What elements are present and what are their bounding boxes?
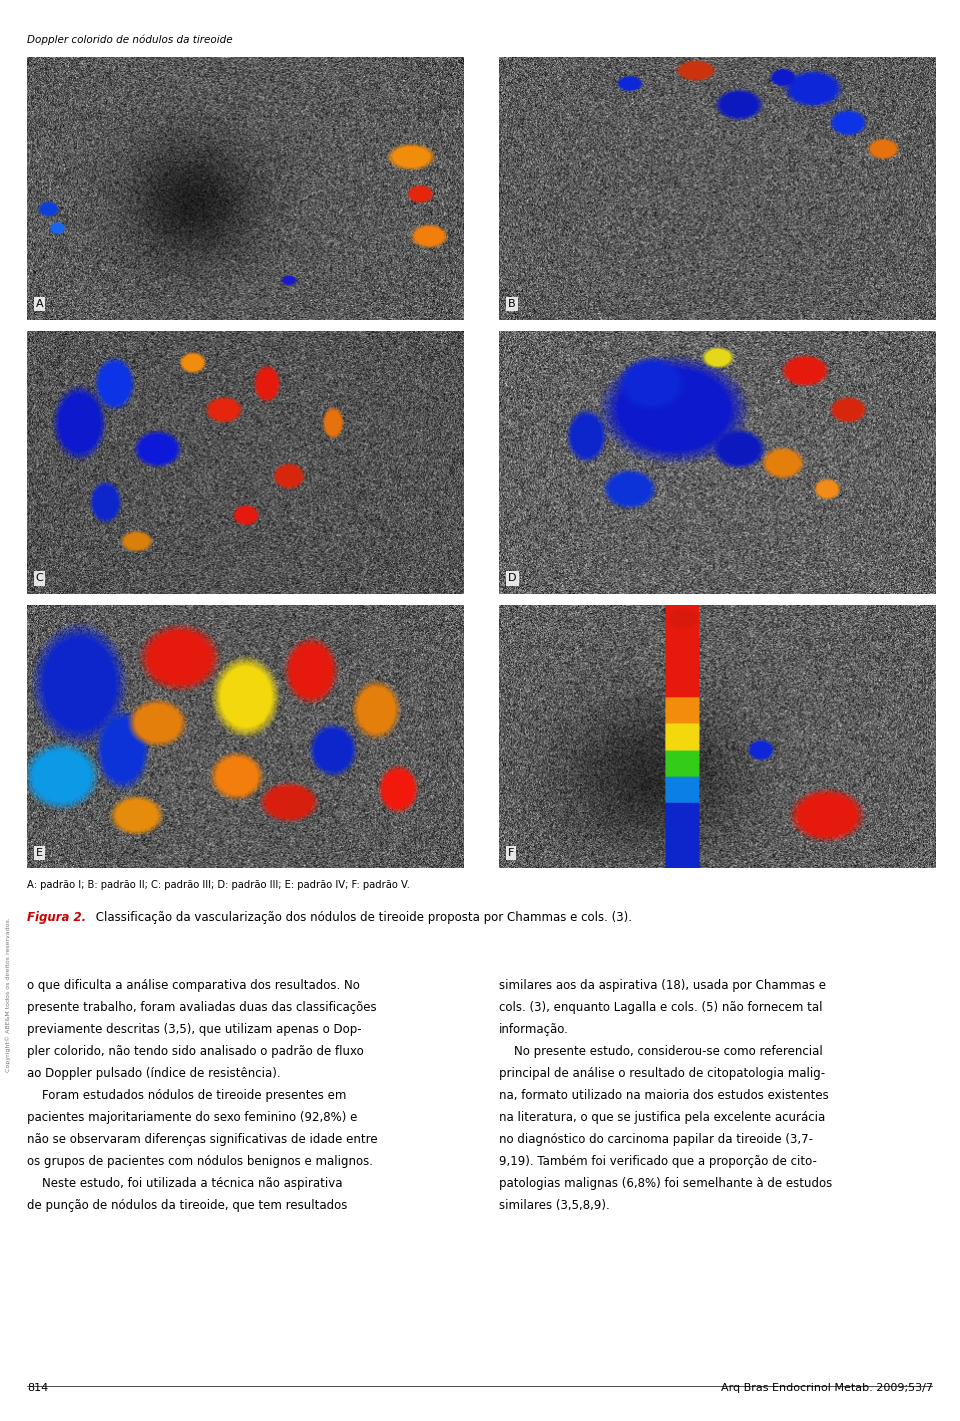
Text: No presente estudo, considerou-se como referencial: No presente estudo, considerou-se como r… <box>499 1046 823 1059</box>
Text: 814: 814 <box>27 1383 48 1393</box>
Text: A: A <box>36 300 43 310</box>
Text: 9,19). Também foi verificado que a proporção de cito-: 9,19). Também foi verificado que a propo… <box>499 1155 817 1168</box>
Text: Copyright© ABE&M todos os direitos reservados.: Copyright© ABE&M todos os direitos reser… <box>5 918 11 1071</box>
Text: de punção de nódulos da tireoide, que tem resultados: de punção de nódulos da tireoide, que te… <box>27 1199 348 1212</box>
Text: similares (3,5,8,9).: similares (3,5,8,9). <box>499 1199 610 1212</box>
Text: Figura 2.: Figura 2. <box>27 911 86 924</box>
Text: informação.: informação. <box>499 1023 569 1036</box>
Text: cols. (3), enquanto Lagalla e cols. (5) não fornecem tal: cols. (3), enquanto Lagalla e cols. (5) … <box>499 1000 823 1015</box>
Text: pacientes majoritariamente do sexo feminino (92,8%) e: pacientes majoritariamente do sexo femin… <box>27 1111 357 1124</box>
Text: não se observaram diferenças significativas de idade entre: não se observaram diferenças significati… <box>27 1134 377 1147</box>
Text: principal de análise o resultado de citopatologia malig-: principal de análise o resultado de cito… <box>499 1067 826 1080</box>
Text: previamente descritas (3,5), que utilizam apenas o Dop-: previamente descritas (3,5), que utiliza… <box>27 1023 362 1036</box>
Text: Neste estudo, foi utilizada a técnica não aspirativa: Neste estudo, foi utilizada a técnica nã… <box>27 1177 343 1191</box>
Text: D: D <box>508 574 516 584</box>
Text: na literatura, o que se justifica pela excelente acurácia: na literatura, o que se justifica pela e… <box>499 1111 826 1124</box>
Text: B: B <box>508 300 516 310</box>
Text: similares aos da aspirativa (18), usada por Chammas e: similares aos da aspirativa (18), usada … <box>499 979 827 992</box>
Text: no diagnóstico do carcinoma papilar da tireoide (3,7-: no diagnóstico do carcinoma papilar da t… <box>499 1134 813 1147</box>
Text: os grupos de pacientes com nódulos benignos e malignos.: os grupos de pacientes com nódulos benig… <box>27 1155 372 1168</box>
Text: o que dificulta a análise comparativa dos resultados. No: o que dificulta a análise comparativa do… <box>27 979 360 992</box>
Text: F: F <box>508 848 515 858</box>
Text: presente trabalho, foram avaliadas duas das classificações: presente trabalho, foram avaliadas duas … <box>27 1000 376 1015</box>
Text: na, formato utilizado na maioria dos estudos existentes: na, formato utilizado na maioria dos est… <box>499 1088 828 1103</box>
Text: Doppler colorido de nódulos da tireoide: Doppler colorido de nódulos da tireoide <box>27 34 232 44</box>
Text: Classificação da vascularização dos nódulos de tireoide proposta por Chammas e c: Classificação da vascularização dos nódu… <box>92 911 632 924</box>
Text: A: padrão I; B: padrão II; C: padrão III; D: padrão III; E: padrão IV; F: padrão: A: padrão I; B: padrão II; C: padrão III… <box>27 880 410 890</box>
Text: Arq Bras Endocrinol Metab. 2009;53/7: Arq Bras Endocrinol Metab. 2009;53/7 <box>721 1383 933 1393</box>
Text: E: E <box>36 848 42 858</box>
Text: Foram estudados nódulos de tireoide presentes em: Foram estudados nódulos de tireoide pres… <box>27 1088 347 1103</box>
Text: pler colorido, não tendo sido analisado o padrão de fluxo: pler colorido, não tendo sido analisado … <box>27 1046 364 1059</box>
Text: C: C <box>36 574 43 584</box>
Text: ao Doppler pulsado (índice de resistência).: ao Doppler pulsado (índice de resistênci… <box>27 1067 280 1080</box>
Text: patologias malignas (6,8%) foi semelhante à de estudos: patologias malignas (6,8%) foi semelhant… <box>499 1177 832 1191</box>
